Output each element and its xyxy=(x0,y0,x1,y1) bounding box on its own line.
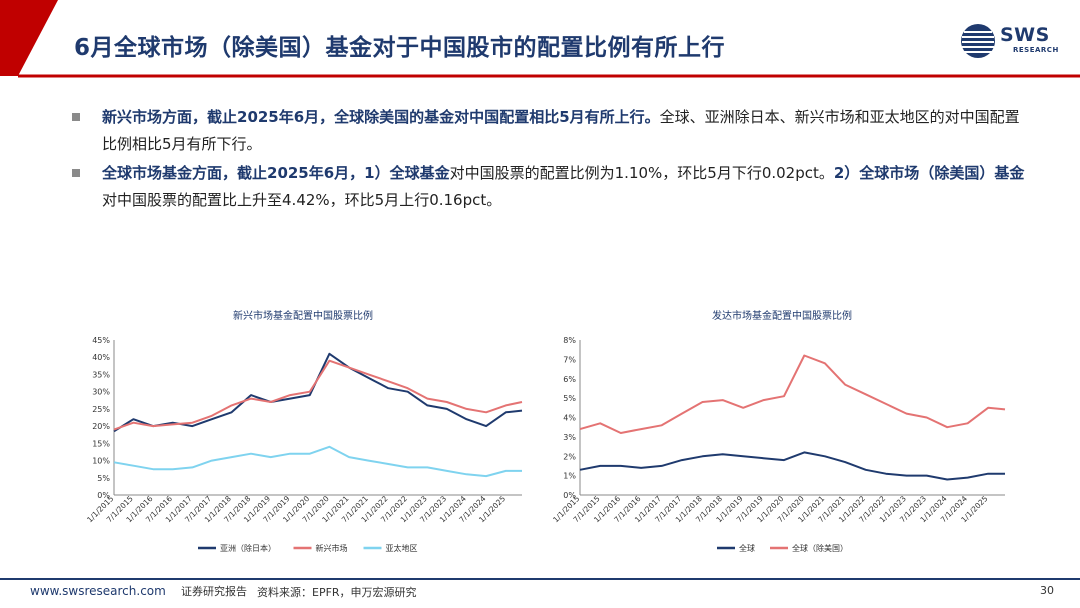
y-tick-label: 30% xyxy=(92,388,110,397)
legend-label-1: 全球（除美国） xyxy=(792,543,848,553)
legend-label-2: 亚太地区 xyxy=(386,543,418,553)
bullet-square-icon xyxy=(72,113,80,121)
y-tick-label: 4% xyxy=(563,414,576,423)
footer-source: 资料来源：EPFR，申万宏源研究 xyxy=(257,586,417,599)
bullet-emerging: 新兴市场方面，截止2025年6月，全球除美国的基金对中国配置相比5月有所上行。全… xyxy=(72,104,1032,158)
series-line-1 xyxy=(113,359,523,431)
header-red-wedge xyxy=(0,0,58,76)
logo-subtext: RESEARCH xyxy=(1013,46,1059,54)
bullet-2-text-1: 对中国股票的配置比例为1.10%，环比5月下行0.02pct。 xyxy=(449,164,834,182)
sws-globe-icon xyxy=(961,24,995,58)
series-line-0 xyxy=(113,352,523,433)
slide-title: 6月全球市场（除美国）基金对于中国股市的配置比例有所上行 xyxy=(74,35,726,61)
chart-developed: 发达市场基金配置中国股票比例 0% 1% 2% 3% 4% 5% 6% 7% 8% 1/1/201… xyxy=(545,300,1015,570)
footer-url-link[interactable]: www.swsresearch.com xyxy=(30,584,166,598)
y-tick-label: 40% xyxy=(92,353,110,362)
y-tick-label: 45% xyxy=(92,336,110,345)
footer-rule xyxy=(0,578,1080,580)
y-tick-label: 5% xyxy=(97,474,110,483)
bullet-2-text-2: 对中国股票的配置比上升至4.42%，环比5月上行0.16pct。 xyxy=(102,191,502,209)
y-tick-label: 20% xyxy=(92,422,110,431)
legend-label-0: 全球 xyxy=(739,543,755,553)
y-tick-label: 8% xyxy=(563,336,576,345)
chart-emerging-title: 新兴市场基金配置中国股票比例 xyxy=(233,311,373,322)
y-tick-label: 25% xyxy=(92,405,110,414)
logo-text: SWS xyxy=(1000,24,1050,46)
y-tick-label: 35% xyxy=(92,370,110,379)
series-line-0 xyxy=(579,451,1005,481)
sws-logo: SWS RESEARCH xyxy=(960,20,1070,62)
bullet-global: 全球市场基金方面，截止2025年6月，1）全球基金对中国股票的配置比例为1.10… xyxy=(72,160,1032,214)
chart-emerging-svg: 0%5%10%15%20%25%30%35%40%45%1/1/20157/1/… xyxy=(85,336,523,553)
y-tick-label: 5% xyxy=(563,394,576,403)
page-number: 30 xyxy=(1040,584,1054,597)
y-tick-label: 6% xyxy=(563,375,576,384)
bullet-2-bold-2: 2）全球市场（除美国）基金 xyxy=(833,164,1025,182)
bullet-list: 新兴市场方面，截止2025年6月，全球除美国的基金对中国配置相比5月有所上行。全… xyxy=(72,104,1032,216)
footer-report-label: 证券研究报告 xyxy=(181,585,247,598)
legend-label-0: 亚洲（除日本） xyxy=(220,543,276,553)
y-tick-label: 0% xyxy=(563,491,576,500)
bullet-square-icon xyxy=(72,169,80,177)
bullet-1-bold: 新兴市场方面，截止2025年6月，全球除美国的基金对中国配置相比5月有所上行。 xyxy=(102,108,660,126)
header-shapes xyxy=(0,0,1080,78)
chart-developed-svg: 0%1%2%3%4%5%6%7%8%1/1/20157/1/20151/1/20… xyxy=(551,336,1006,553)
y-tick-label: 7% xyxy=(563,355,576,364)
y-tick-label: 1% xyxy=(563,472,576,481)
y-tick-label: 10% xyxy=(92,457,110,466)
series-line-2 xyxy=(113,445,522,478)
legend-label-1: 新兴市场 xyxy=(316,543,348,553)
y-tick-label: 0% xyxy=(97,491,110,500)
bullet-1-text: 全球、亚洲除日本、新兴市场和亚太地区的对中国配置比例相比5月有所下行。 xyxy=(102,108,1020,153)
series-line-1 xyxy=(579,354,1006,434)
header-band xyxy=(0,0,1080,78)
y-tick-label: 2% xyxy=(563,452,576,461)
bullet-2-bold-1: 全球市场基金方面，截止2025年6月，1）全球基金 xyxy=(102,164,450,182)
y-tick-label: 15% xyxy=(92,439,110,448)
chart-developed-title: 发达市场基金配置中国股票比例 xyxy=(712,311,852,322)
y-tick-label: 3% xyxy=(563,433,576,442)
chart-emerging: 新兴市场基金配置中国股票比例 0% 5% 10% 15% 20% 25% 30% 35% 40%… xyxy=(80,300,540,570)
